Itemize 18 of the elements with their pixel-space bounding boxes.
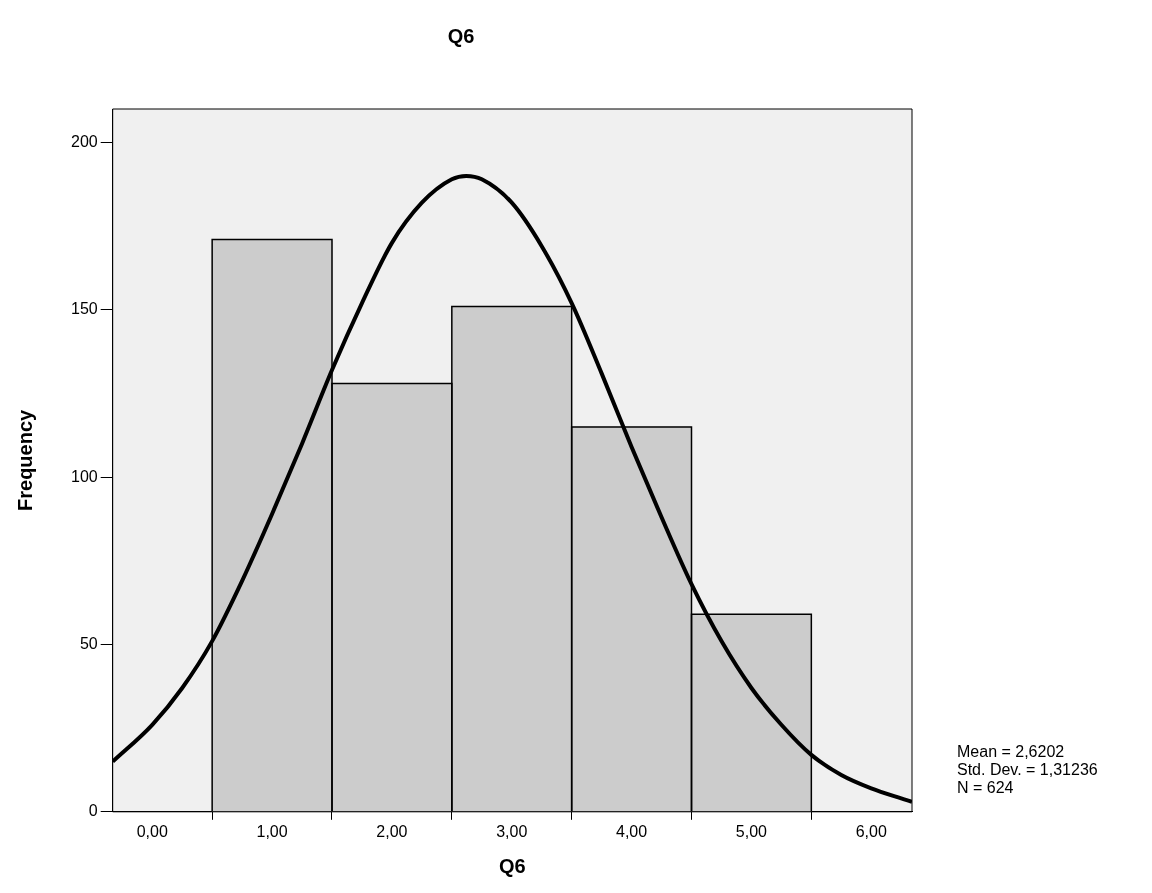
x-tick-label: 5,00 [735,822,768,840]
text: Mean = 2,6202 [957,742,1065,760]
y-tick-label: 200 [70,132,98,150]
x-tick-label: 4,00 [616,822,648,840]
x-tick-label: 6,00 [855,822,887,840]
text: Std. Dev. = 1,31236 [957,760,1098,778]
x-tick-label: 1,00 [256,822,288,840]
text: N = 624 [957,778,1014,796]
y-tick-label: 0 [88,802,98,820]
x-tick-label: 2,00 [376,822,408,840]
x-tick-label: 3,00 [496,822,528,840]
y-tick-label: 100 [70,467,98,485]
x-tick-label: 0,00 [136,822,168,840]
y-tick-label: 150 [70,300,98,318]
y-axis-title: Frequency [13,408,36,511]
chart-title: Q6 [447,24,475,47]
x-axis-title: Q6 [499,854,526,877]
y-tick-label: 50 [79,634,98,652]
